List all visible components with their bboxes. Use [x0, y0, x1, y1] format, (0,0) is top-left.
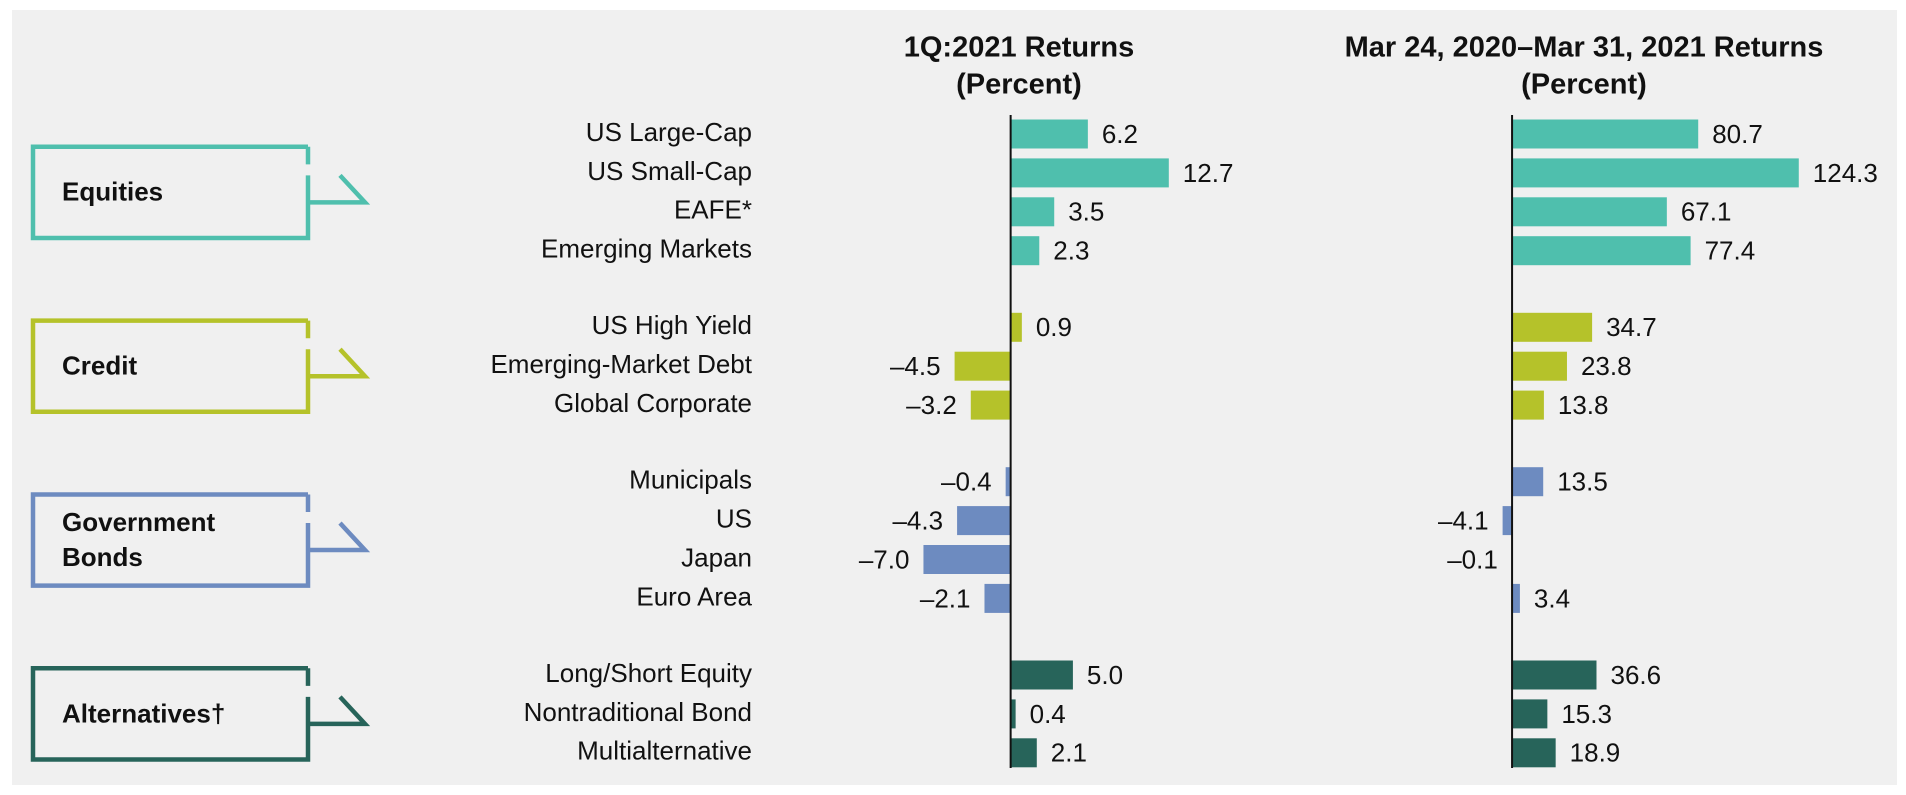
value-label: –7.0 [859, 544, 910, 574]
value-label: –0.4 [941, 467, 992, 497]
bar [1512, 699, 1548, 729]
group-label: Government Bonds [62, 507, 216, 573]
bar [1512, 660, 1597, 690]
category-label: EAFE* [674, 195, 752, 225]
category-label: US High Yield [592, 310, 752, 340]
value-label: 2.1 [1051, 738, 1087, 768]
bar [1512, 583, 1520, 613]
value-label: 18.9 [1570, 738, 1621, 768]
group-label: Alternatives† [62, 698, 226, 729]
category-label: US Large-Cap [586, 117, 752, 147]
value-label: 12.7 [1183, 158, 1234, 188]
category-label: US [716, 503, 752, 533]
bar [1512, 351, 1567, 381]
bar [1512, 158, 1799, 188]
value-label: –2.1 [920, 583, 971, 613]
value-label: 80.7 [1712, 119, 1763, 149]
group-label: Equities [62, 176, 164, 207]
bar [1005, 467, 1011, 497]
bar [923, 545, 1011, 574]
bar [1010, 197, 1055, 227]
category-label: Nontraditional Bond [524, 697, 752, 727]
value-label: 15.3 [1561, 699, 1612, 729]
bar [1512, 467, 1544, 497]
value-label: 5.0 [1087, 660, 1123, 690]
bar [1512, 197, 1667, 227]
bar [954, 351, 1011, 381]
bar [1512, 312, 1593, 342]
bar [970, 390, 1011, 420]
value-label: –4.5 [890, 351, 941, 381]
bar [984, 583, 1011, 613]
chart-title: 1Q:2021 Returns [904, 32, 1135, 64]
bar [1010, 738, 1037, 768]
value-label: 0.9 [1036, 312, 1072, 342]
value-label: –4.1 [1438, 505, 1489, 535]
category-label: Multialternative [577, 736, 752, 766]
bar [957, 506, 1011, 536]
value-label: –4.3 [892, 505, 943, 535]
bar [1512, 738, 1556, 768]
value-label: 77.4 [1705, 236, 1756, 266]
value-label: 13.5 [1557, 467, 1608, 497]
value-label: 13.8 [1558, 390, 1609, 420]
chart-subtitle: (Percent) [1521, 69, 1647, 101]
group-box [30, 666, 371, 762]
category-label: US Small-Cap [587, 156, 752, 186]
value-label: 6.2 [1102, 119, 1138, 149]
bar [1512, 390, 1544, 420]
value-label: –0.1 [1447, 544, 1498, 574]
chart-title: Mar 24, 2020–Mar 31, 2021 Returns [1345, 32, 1824, 64]
bar [1512, 236, 1691, 266]
category-label: Global Corporate [554, 388, 752, 418]
group-box [30, 318, 371, 415]
bar [1502, 506, 1513, 536]
category-label: Euro Area [636, 581, 752, 611]
value-label: 36.6 [1610, 660, 1661, 690]
value-label: 3.4 [1534, 583, 1570, 613]
category-label: Long/Short Equity [545, 658, 752, 688]
value-label: 3.5 [1068, 197, 1104, 227]
value-label: 23.8 [1581, 351, 1632, 381]
category-label: Japan [681, 542, 752, 572]
group-label: Credit [62, 350, 138, 381]
value-label: 0.4 [1030, 699, 1066, 729]
group-box [30, 492, 371, 588]
category-label: Emerging-Market Debt [490, 349, 752, 379]
bar [1010, 158, 1169, 188]
bar [1512, 119, 1699, 149]
group-box [30, 144, 371, 241]
category-label: Municipals [629, 465, 752, 495]
value-label: –3.2 [906, 390, 957, 420]
value-label: 34.7 [1606, 312, 1657, 342]
bar [1010, 660, 1073, 690]
chart-subtitle: (Percent) [956, 69, 1082, 101]
value-label: 2.3 [1053, 236, 1089, 266]
category-label: Emerging Markets [541, 234, 752, 264]
bar [1010, 236, 1040, 266]
bar [1010, 119, 1088, 149]
value-label: 67.1 [1681, 197, 1732, 227]
value-label: 124.3 [1813, 158, 1878, 188]
bar [1010, 699, 1016, 729]
bar [1010, 312, 1022, 342]
